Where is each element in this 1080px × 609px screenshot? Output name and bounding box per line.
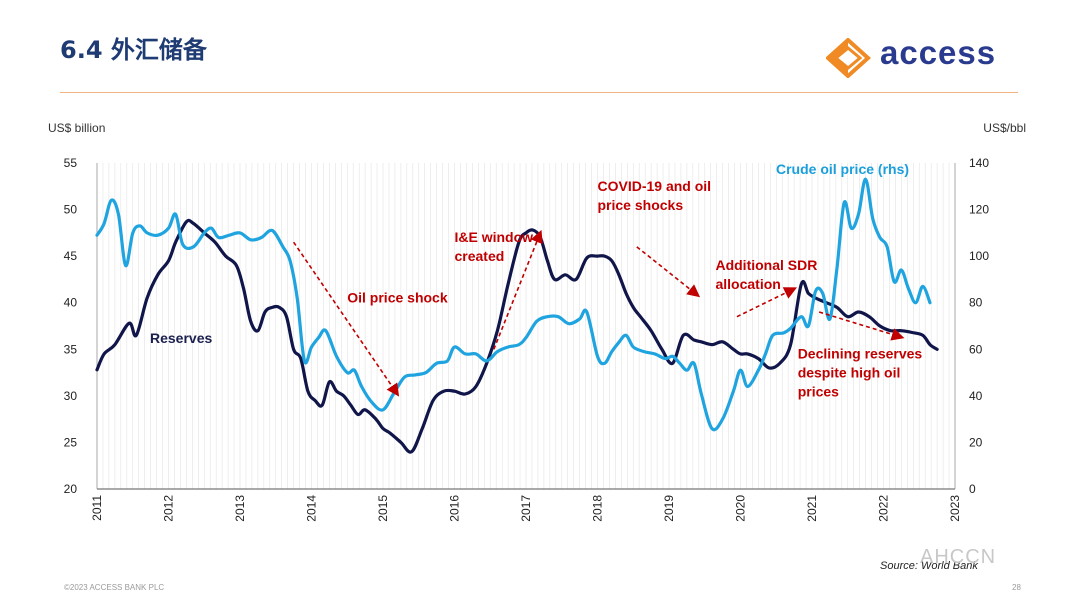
oil-price-line [95, 177, 932, 432]
right-tick-label: 140 [969, 156, 989, 170]
annotation-line: Oil price shock [347, 290, 448, 306]
x-tick-label: 2018 [591, 495, 605, 522]
x-tick-label: 2019 [662, 495, 676, 522]
annotation-line: created [455, 248, 505, 264]
slide-title: 6.4 外汇储备 [60, 36, 207, 64]
right-axis-ticks: 0 20 40 60 80 100 120 140 [969, 156, 989, 496]
right-tick-label: 40 [969, 389, 983, 403]
oil-series-label: Crude oil price (rhs) [776, 161, 909, 177]
right-tick-label: 100 [969, 249, 989, 263]
annotation-line: I&E window [455, 229, 534, 245]
annotation-line: prices [798, 384, 839, 400]
x-tick-label: 2015 [376, 495, 390, 522]
annotations: Oil price shock I&E window created COVID-19… [347, 178, 922, 400]
x-tick-label: 2013 [233, 495, 247, 522]
left-tick-label: 20 [64, 482, 78, 496]
annotation-line: allocation [715, 276, 780, 292]
footer-copyright: ©2023 ACCESS BANK PLC [64, 583, 165, 592]
right-tick-label: 60 [969, 342, 983, 356]
annotation-arrows [292, 229, 905, 397]
chart-axes [96, 163, 956, 490]
right-tick-label: 0 [969, 482, 976, 496]
access-logo: access [825, 34, 1026, 79]
header-rule [60, 92, 1018, 93]
x-axis-ticks: 2011 2012 2013 2014 2015 2016 2017 2018 2019 2020… [90, 495, 962, 522]
right-tick-label: 20 [969, 435, 983, 449]
annotation-sdr-allocation: Additional SDR allocation [715, 257, 817, 292]
x-tick-label: 2020 [734, 495, 748, 522]
x-tick-label: 2016 [448, 495, 462, 522]
right-tick-label: 80 [969, 296, 983, 310]
sdr-arrow [736, 287, 798, 318]
annotation-line: Declining reserves [798, 346, 923, 362]
oil-shock-arrow [292, 241, 400, 397]
watermark: AHCCN [920, 546, 997, 568]
left-tick-label: 25 [64, 435, 78, 449]
series-lines [95, 177, 939, 454]
annotation-ie-window: I&E window created [455, 229, 534, 264]
left-axis-label: US$ billion [48, 121, 105, 135]
logo-text: access [880, 34, 997, 71]
chart-grid [96, 163, 956, 489]
left-tick-label: 30 [64, 389, 78, 403]
annotation-oil-price-shock: Oil price shock [347, 290, 448, 306]
x-tick-label: 2017 [519, 495, 533, 522]
page-number: 28 [1012, 583, 1021, 592]
x-tick-label: 2023 [948, 495, 962, 522]
left-axis-ticks: 20 25 30 35 40 45 50 55 [64, 156, 78, 496]
right-tick-label: 120 [969, 203, 989, 217]
left-tick-label: 45 [64, 249, 78, 263]
annotation-declining-reserves: Declining reserves despite high oil prices [798, 346, 923, 400]
left-tick-label: 40 [64, 296, 78, 310]
x-tick-label: 2021 [805, 495, 819, 522]
right-axis-label: US$/bbl [983, 121, 1026, 135]
annotation-line: price shocks [598, 197, 684, 213]
covid-arrow [636, 246, 701, 298]
x-tick-label: 2012 [162, 495, 176, 522]
x-tick-label: 2022 [877, 495, 891, 522]
annotation-line: despite high oil [798, 365, 901, 381]
x-tick-label: 2014 [305, 495, 319, 522]
x-tick-label: 2011 [90, 495, 104, 521]
declining-arrow [818, 311, 905, 341]
reserves-line [95, 218, 939, 454]
annotation-line: COVID-19 and oil [598, 178, 712, 194]
annotation-covid-shocks: COVID-19 and oil price shocks [598, 178, 712, 213]
left-tick-label: 50 [64, 203, 78, 217]
reserves-series-label: Reserves [150, 330, 212, 346]
annotation-line: Additional SDR [715, 257, 817, 273]
chart-source: Source: World Bank [880, 560, 978, 572]
logo-mark-icon [825, 37, 871, 79]
left-tick-label: 55 [64, 156, 78, 170]
left-tick-label: 35 [64, 342, 78, 356]
